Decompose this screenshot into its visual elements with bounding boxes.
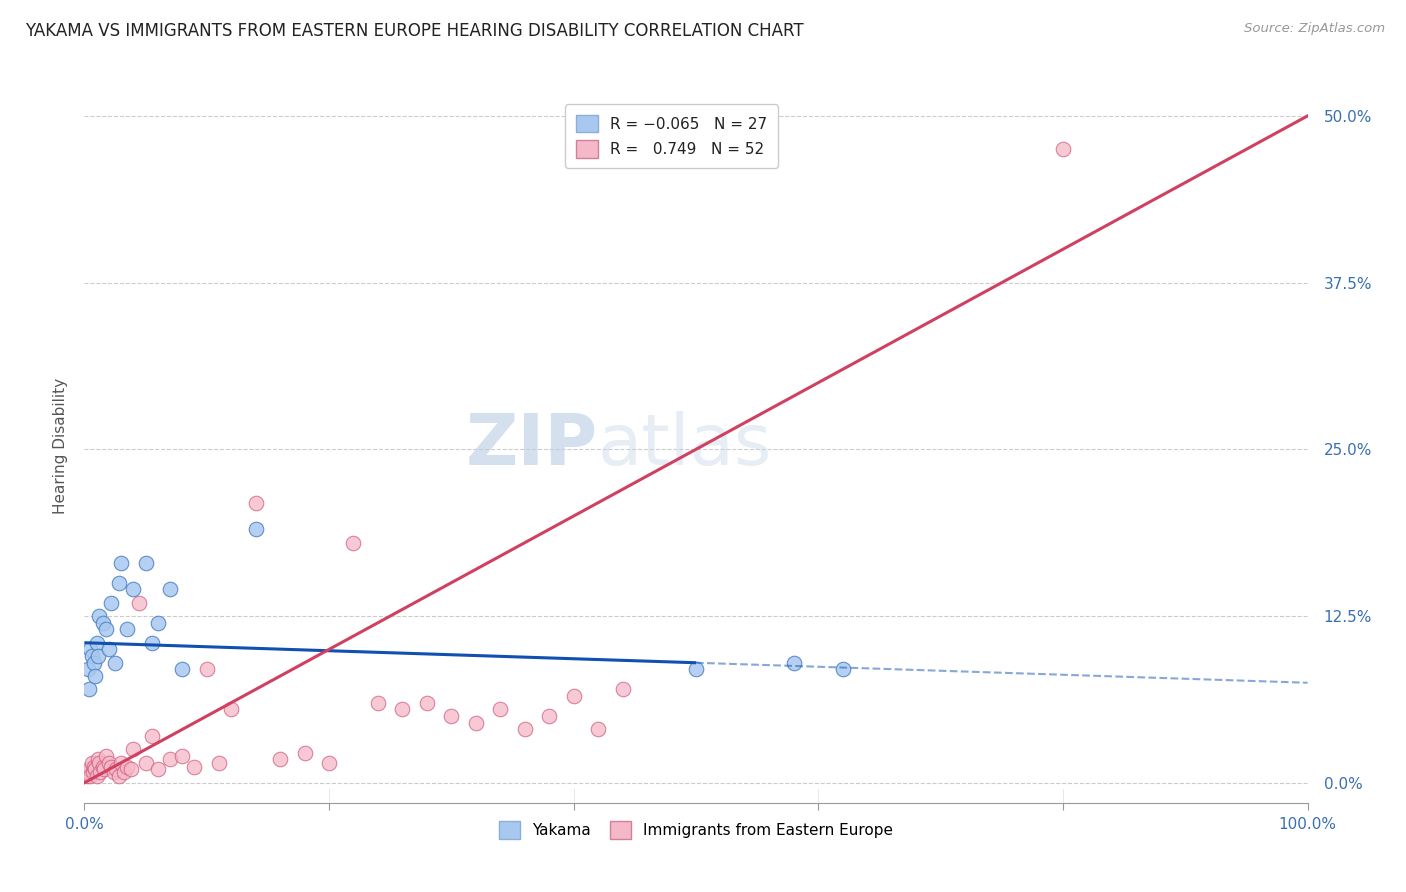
Point (112, 765, 135, 780)
Point (159, 582, 181, 597)
Point (245, 496, 267, 510)
Point (79, 642, 101, 657)
Point (110, 756, 132, 770)
Point (172, 662, 194, 676)
Point (1052, 142, 1074, 156)
Legend: Yakama, Immigrants from Eastern Europe: Yakama, Immigrants from Eastern Europe (492, 815, 900, 845)
Point (84, 669, 107, 683)
Point (128, 596, 150, 610)
Point (107, 769, 129, 783)
Point (83, 656, 105, 670)
Point (104, 656, 127, 670)
Point (115, 760, 138, 774)
Point (141, 636, 163, 650)
Point (783, 656, 806, 670)
Point (97, 642, 120, 657)
Point (97, 756, 120, 770)
Point (120, 763, 142, 777)
Point (100, 760, 122, 774)
Point (91, 760, 114, 774)
Point (612, 682, 634, 697)
Point (562, 689, 585, 703)
Point (513, 723, 536, 737)
Point (146, 763, 169, 777)
Point (269, 752, 291, 766)
Point (219, 702, 242, 716)
Point (110, 556, 132, 570)
Point (135, 556, 157, 570)
Text: Source: ZipAtlas.com: Source: ZipAtlas.com (1244, 22, 1385, 36)
Point (685, 662, 707, 676)
Point (93, 763, 115, 777)
Point (122, 742, 145, 756)
Point (538, 709, 561, 723)
Point (86, 769, 108, 783)
Point (159, 752, 181, 766)
Point (103, 765, 125, 780)
Point (77, 763, 100, 777)
Y-axis label: Hearing Disability: Hearing Disability (52, 378, 67, 514)
Point (146, 615, 169, 630)
Point (367, 696, 389, 710)
Point (172, 749, 194, 764)
Point (96, 749, 118, 764)
Point (489, 702, 512, 716)
Point (831, 662, 853, 676)
Point (464, 715, 486, 730)
Point (80, 756, 103, 770)
Point (76, 769, 98, 783)
Point (135, 756, 157, 770)
Point (195, 662, 218, 676)
Point (416, 696, 439, 710)
Point (294, 747, 316, 761)
Point (87, 756, 110, 770)
Point (87, 649, 110, 664)
Point (83, 760, 105, 774)
Point (91, 615, 114, 630)
Point (77, 765, 100, 780)
Point (79, 769, 101, 783)
Point (245, 522, 267, 536)
Point (80, 649, 103, 664)
Point (115, 623, 138, 637)
Point (82, 765, 104, 780)
Point (86, 636, 108, 650)
Point (100, 596, 122, 610)
Point (342, 535, 364, 549)
Point (87, 609, 110, 624)
Point (87, 752, 110, 766)
Point (77, 662, 100, 676)
Text: ZIP: ZIP (465, 411, 598, 481)
Point (208, 756, 231, 770)
Point (107, 575, 129, 590)
Point (183, 760, 205, 774)
Point (586, 723, 609, 737)
Point (105, 763, 128, 777)
Point (122, 582, 145, 597)
Point (440, 709, 463, 723)
Point (89, 765, 111, 780)
Text: YAKAMA VS IMMIGRANTS FROM EASTERN EUROPE HEARING DISABILITY CORRELATION CHART: YAKAMA VS IMMIGRANTS FROM EASTERN EUROPE… (25, 22, 804, 40)
Point (96, 623, 118, 637)
Point (318, 756, 340, 770)
Text: atlas: atlas (598, 411, 772, 481)
Point (391, 702, 413, 716)
Point (84, 763, 107, 777)
Point (141, 729, 163, 743)
Point (77, 682, 100, 697)
